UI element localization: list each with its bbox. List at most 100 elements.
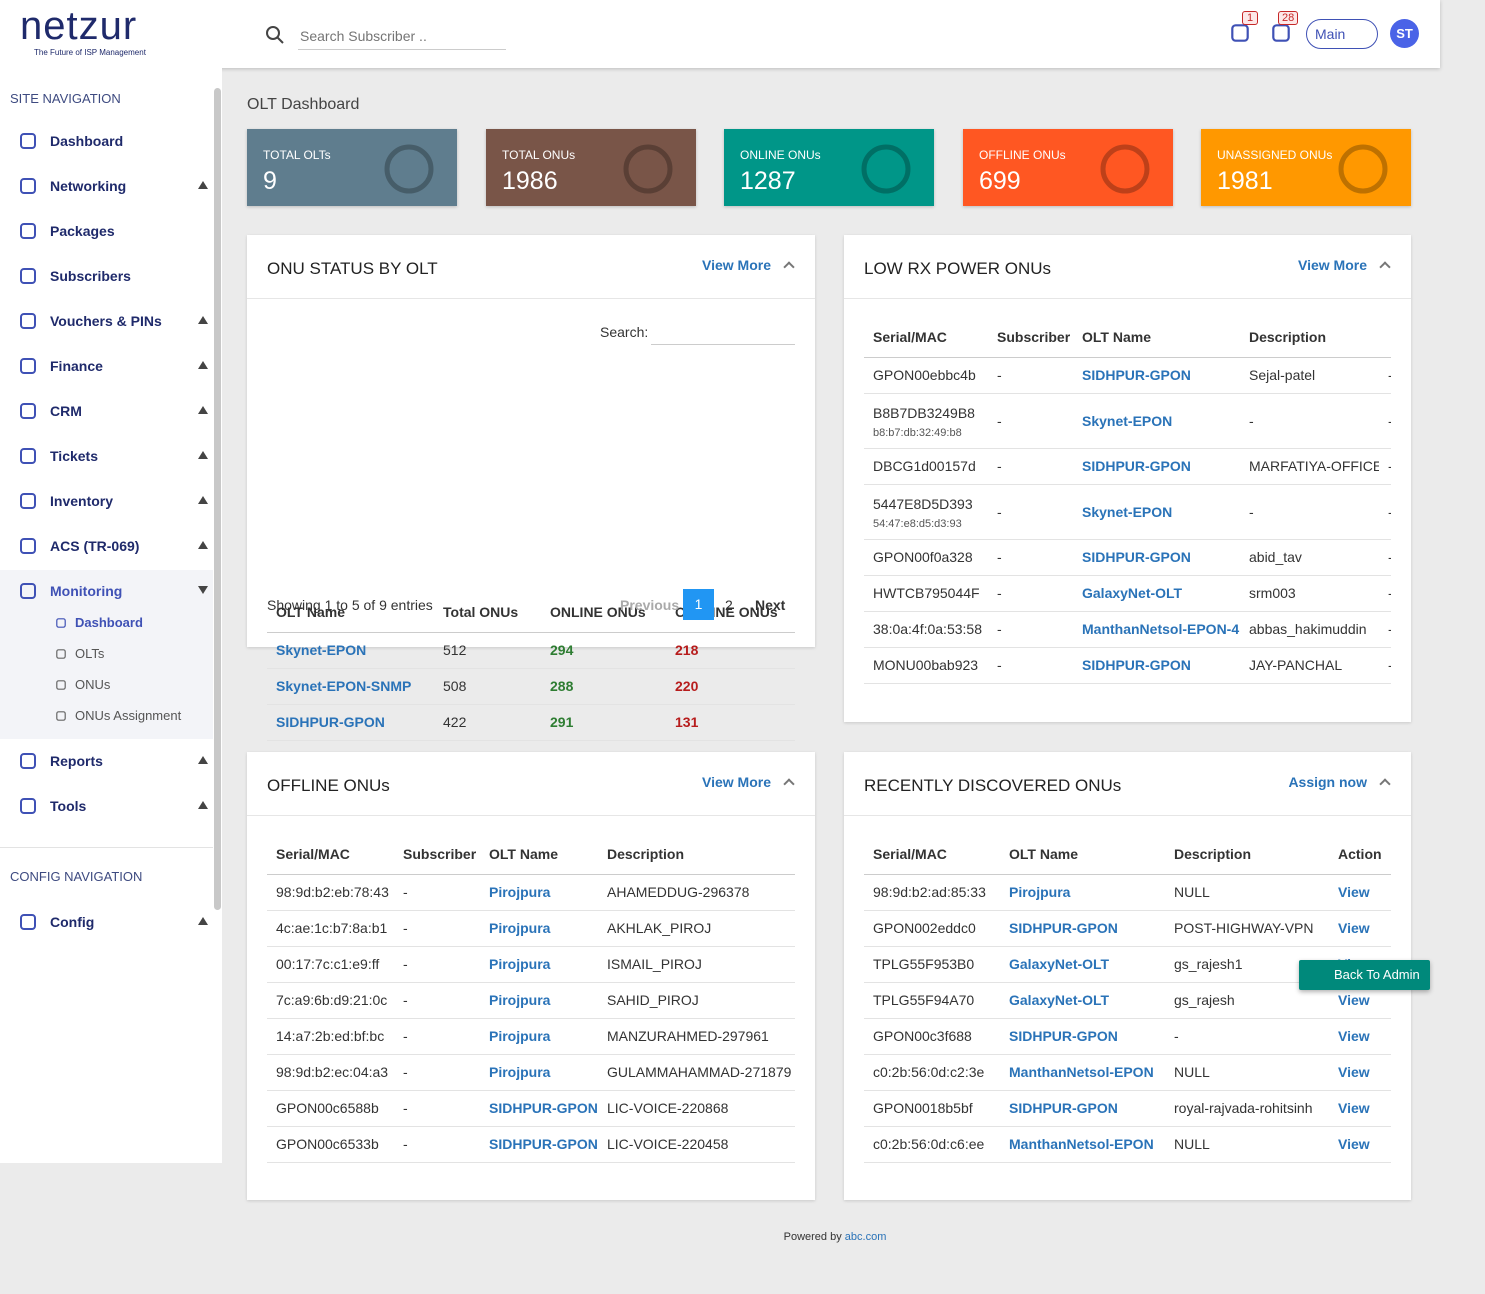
subnav-item[interactable]: OLTs [55,646,104,661]
table-row: SIDHPUR-GPON 422 291 131 [267,704,795,741]
ticket-badge: 28 [1278,11,1299,25]
nav-item[interactable]: Tools [18,795,208,817]
cell[interactable]: View [1329,910,1391,947]
cell[interactable]: SIDHPUR-GPON [1000,910,1165,947]
nav-item[interactable]: Vouchers & PINs [18,310,208,332]
nav-item[interactable]: Subscribers [18,265,208,287]
workspace-select[interactable]: Main [1306,19,1378,49]
avatar[interactable]: ST [1390,19,1419,48]
stat-value: 1981 [1217,167,1273,195]
icon-shape [20,133,36,149]
back-to-admin-button[interactable]: Back To Admin [1299,960,1430,990]
cell[interactable]: Pirojpura [1000,874,1165,911]
subnav-item[interactable]: ONUs [55,677,110,692]
cell[interactable]: SIDHPUR-GPON [480,1126,598,1163]
column-header: Description [1240,317,1379,358]
page-button[interactable]: 1 [683,589,714,620]
cell[interactable]: Skynet-EPON [267,632,434,669]
cell[interactable]: Pirojpura [480,1054,598,1091]
sidebar: SITE NAVIGATION Dashboard Networking Packag… [0,68,222,1163]
cell[interactable]: SIDHPUR-GPON [1073,539,1240,576]
collapse-chevron[interactable] [1379,778,1391,790]
subnav-item[interactable]: ONUs Assignment [55,708,181,723]
cell[interactable]: ManthanNetsol-EPON [1000,1054,1165,1091]
nav-item[interactable]: Dashboard [18,130,208,152]
cell[interactable]: SIDHPUR-GPON [267,704,434,741]
nav-item[interactable]: Finance [18,355,208,377]
cell[interactable]: Pirojpura [480,946,598,983]
cell: srm003 [1240,575,1379,612]
cell[interactable]: Skynet-EPON-SNMP [267,668,434,705]
nav-caret [198,451,208,459]
search-input[interactable] [298,22,506,50]
cell[interactable]: GalaxyNet-OLT [1000,982,1165,1019]
cell[interactable]: View [1329,1054,1391,1091]
cell: B8B7DB3249B8 b8:b7:db:32:49:b8 [864,393,988,449]
button-label: Back To Admin [1334,967,1420,982]
nav-caret [198,361,208,369]
cell[interactable]: SIDHPUR-GPON [1073,357,1240,394]
cell[interactable]: Pirojpura [480,874,598,911]
nav-item[interactable]: Config [18,911,208,933]
cell[interactable]: View [1329,1090,1391,1127]
panel-title: ONU STATUS BY OLT [267,259,438,278]
tagline: The Future of ISP Management [34,48,146,57]
cell: - [1165,1018,1329,1055]
icon-shape [861,144,911,194]
footer-text: Powered by [783,1231,842,1243]
table-search[interactable] [651,317,795,345]
footer-link[interactable]: abc.com [844,1231,887,1243]
cell[interactable]: SIDHPUR-GPON [480,1090,598,1127]
panel-action[interactable]: View More [702,774,771,790]
cell: - [988,647,1073,684]
cell[interactable]: SIDHPUR-GPON [1000,1090,1165,1127]
icon-shape [20,403,36,419]
nav-item[interactable]: Tickets [18,445,208,467]
nav-item[interactable]: Networking [18,175,208,197]
nav-item[interactable]: Monitoring [18,580,208,602]
icon[interactable] [1270,22,1292,44]
nav-caret [198,917,208,925]
cell[interactable]: View [1329,1126,1391,1163]
icon-shape [20,493,36,509]
page-button[interactable]: 2 [725,597,733,613]
cell[interactable]: Skynet-EPON [1073,393,1240,449]
collapse-chevron[interactable] [783,778,795,790]
cell[interactable]: ManthanNetsol-EPON [1000,1126,1165,1163]
cell[interactable]: Pirojpura [480,910,598,947]
subnav-item[interactable]: Dashboard [55,615,143,630]
nav-item[interactable]: Inventory [18,490,208,512]
panel-action[interactable]: Assign now [1288,774,1367,790]
icon [20,448,36,464]
nav-item[interactable]: Packages [18,220,208,242]
cell[interactable]: SIDHPUR-GPON [1073,448,1240,485]
cell[interactable]: GalaxyNet-OLT [1000,946,1165,983]
panel-action[interactable]: View More [702,257,771,273]
cell[interactable]: View [1329,874,1391,911]
nav-item[interactable]: CRM [18,400,208,422]
collapse-chevron[interactable] [783,261,795,273]
panel-action[interactable]: View More [1298,257,1367,273]
column-header: ONLINE ONUs [541,592,666,633]
cell[interactable]: Pirojpura [480,982,598,1019]
cell[interactable]: View [1329,1018,1391,1055]
column-header: Serial/MAC [864,834,1000,875]
icon-shape [56,618,66,628]
cell[interactable]: Pirojpura [480,1018,598,1055]
nav-caret [198,801,208,809]
nav-item[interactable]: Reports [18,750,208,772]
nav-item[interactable]: ACS (TR-069) [18,535,208,557]
cell[interactable]: ManthanNetsol-EPON-4 [1073,611,1240,648]
cell: GPON00ebbc4b [864,357,988,394]
page-button[interactable]: Previous [620,597,680,613]
table-row: 5447E8D5D393 54:47:e8:d5:d3:93- Skynet-EPO… [864,484,1391,540]
cell[interactable]: Skynet-EPON [1073,484,1240,540]
workspace-label: Main [1315,26,1346,42]
cell[interactable]: GalaxyNet-OLT [1073,575,1240,612]
page-button[interactable]: Next [755,597,786,613]
cell[interactable]: SIDHPUR-GPON [1073,647,1240,684]
icon[interactable] [1229,22,1251,44]
cell[interactable]: SIDHPUR-GPON [1000,1018,1165,1055]
column-header: OLT Name [267,592,434,633]
collapse-chevron[interactable] [1379,261,1391,273]
